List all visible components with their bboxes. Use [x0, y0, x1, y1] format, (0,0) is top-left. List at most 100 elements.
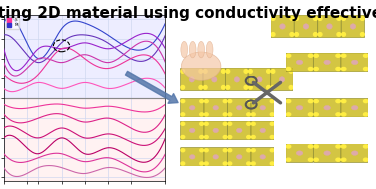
Circle shape	[237, 155, 242, 159]
Circle shape	[295, 17, 299, 20]
Circle shape	[203, 85, 207, 89]
Circle shape	[280, 24, 285, 29]
Circle shape	[228, 100, 232, 103]
Circle shape	[189, 77, 194, 82]
Circle shape	[341, 113, 346, 116]
Legend: S, M: S, M	[6, 17, 19, 29]
Circle shape	[286, 54, 291, 57]
FancyBboxPatch shape	[271, 68, 293, 91]
Circle shape	[324, 105, 331, 110]
Circle shape	[342, 33, 346, 36]
Bar	[4, 15, 165, 98]
Circle shape	[308, 113, 313, 116]
Circle shape	[200, 162, 203, 165]
Circle shape	[181, 113, 185, 116]
FancyBboxPatch shape	[341, 15, 365, 38]
Circle shape	[308, 100, 313, 103]
FancyBboxPatch shape	[286, 144, 313, 163]
Circle shape	[205, 113, 208, 116]
Circle shape	[200, 149, 203, 152]
Circle shape	[213, 128, 218, 133]
FancyBboxPatch shape	[248, 68, 271, 91]
Circle shape	[336, 67, 340, 70]
Circle shape	[364, 100, 368, 103]
Circle shape	[270, 100, 274, 103]
Circle shape	[199, 85, 203, 89]
Circle shape	[270, 162, 274, 165]
Circle shape	[296, 60, 303, 65]
Circle shape	[252, 113, 255, 116]
Circle shape	[341, 54, 346, 57]
FancyBboxPatch shape	[226, 68, 248, 91]
Circle shape	[337, 33, 341, 36]
Circle shape	[327, 24, 332, 29]
Circle shape	[247, 162, 250, 165]
Circle shape	[205, 136, 208, 139]
FancyBboxPatch shape	[318, 15, 341, 38]
Circle shape	[252, 162, 255, 165]
Circle shape	[223, 149, 227, 152]
Circle shape	[190, 105, 195, 110]
Circle shape	[318, 33, 322, 36]
Circle shape	[223, 122, 227, 125]
Ellipse shape	[189, 41, 196, 58]
FancyBboxPatch shape	[227, 121, 251, 140]
Circle shape	[228, 149, 232, 152]
Circle shape	[324, 60, 331, 65]
FancyBboxPatch shape	[286, 98, 313, 117]
Circle shape	[213, 105, 218, 110]
Circle shape	[252, 136, 255, 139]
Circle shape	[267, 70, 270, 73]
Circle shape	[267, 85, 270, 89]
Circle shape	[352, 105, 358, 110]
FancyBboxPatch shape	[180, 121, 204, 140]
Circle shape	[226, 70, 230, 73]
Circle shape	[308, 67, 313, 70]
Circle shape	[234, 77, 240, 82]
Circle shape	[228, 136, 232, 139]
Circle shape	[361, 17, 364, 20]
Circle shape	[341, 67, 346, 70]
Circle shape	[205, 149, 208, 152]
FancyBboxPatch shape	[313, 144, 341, 163]
Circle shape	[364, 113, 368, 116]
Circle shape	[200, 100, 203, 103]
Circle shape	[308, 54, 313, 57]
Circle shape	[336, 100, 340, 103]
Circle shape	[336, 54, 340, 57]
Circle shape	[247, 149, 250, 152]
Circle shape	[341, 100, 346, 103]
Circle shape	[205, 162, 208, 165]
Circle shape	[270, 113, 274, 116]
FancyBboxPatch shape	[227, 98, 251, 117]
Ellipse shape	[182, 52, 221, 80]
Circle shape	[181, 100, 185, 103]
Circle shape	[223, 136, 227, 139]
Circle shape	[279, 77, 285, 82]
Circle shape	[190, 128, 195, 133]
Circle shape	[290, 33, 294, 36]
Circle shape	[181, 162, 185, 165]
Circle shape	[249, 70, 252, 73]
Circle shape	[289, 85, 293, 89]
Circle shape	[361, 33, 364, 36]
FancyBboxPatch shape	[251, 98, 274, 117]
Circle shape	[314, 17, 317, 20]
FancyBboxPatch shape	[204, 121, 227, 140]
Circle shape	[271, 85, 275, 89]
Circle shape	[352, 60, 358, 65]
Ellipse shape	[198, 41, 205, 58]
FancyBboxPatch shape	[341, 98, 368, 117]
Circle shape	[223, 113, 227, 116]
Circle shape	[286, 67, 291, 70]
Circle shape	[181, 122, 185, 125]
Circle shape	[223, 100, 227, 103]
Circle shape	[364, 145, 368, 148]
Circle shape	[237, 105, 242, 110]
Circle shape	[223, 162, 227, 165]
Circle shape	[190, 155, 195, 159]
Circle shape	[318, 17, 322, 20]
Circle shape	[252, 122, 255, 125]
FancyBboxPatch shape	[180, 98, 204, 117]
Circle shape	[352, 151, 358, 155]
